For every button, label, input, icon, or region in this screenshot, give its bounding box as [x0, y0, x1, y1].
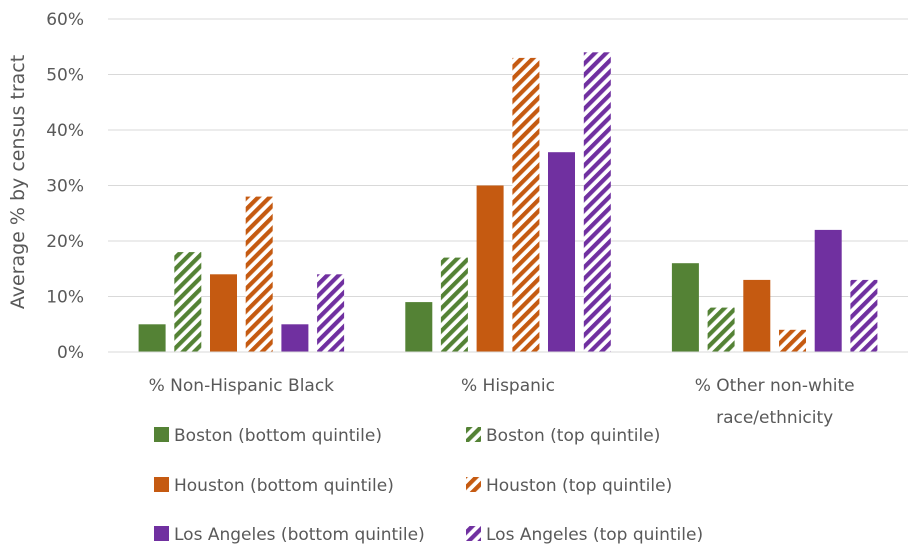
legend-item-houston-bottom-quintile: Houston (bottom quintile)	[154, 476, 394, 496]
y-tick-label: 0%	[57, 343, 84, 363]
legend-label: Los Angeles (bottom quintile)	[174, 525, 425, 545]
legend-swatch	[154, 526, 169, 541]
x-tick-label: % Non-Hispanic Black	[149, 376, 335, 396]
legend-label: Houston (top quintile)	[486, 476, 672, 496]
bar-houston-bottom-quintile-2	[476, 185, 504, 352]
legend-item-houston-top-quintile: Houston (top quintile)	[466, 476, 672, 496]
bar-boston-bottom-quintile-2	[405, 302, 433, 352]
y-tick-label: 30%	[46, 177, 84, 197]
bar-houston-top-quintile-3	[779, 329, 806, 352]
legend-label: Houston (bottom quintile)	[174, 476, 394, 496]
bar-houston-top-quintile-1	[245, 196, 273, 352]
y-tick-label: 10%	[46, 288, 84, 308]
bar-los-angeles-bottom-quintile-3	[814, 229, 842, 352]
bar-los-angeles-bottom-quintile-2	[548, 152, 575, 352]
legend-item-boston-bottom-quintile: Boston (bottom quintile)	[154, 426, 382, 446]
x-tick-label: % Hispanic	[461, 376, 555, 396]
bar-los-angeles-bottom-quintile-1	[281, 324, 309, 353]
bar-los-angeles-top-quintile-1	[317, 274, 345, 352]
legend-swatch	[466, 427, 481, 442]
bar-los-angeles-top-quintile-3	[850, 279, 878, 352]
legend-label: Boston (top quintile)	[486, 426, 660, 446]
legend-item-boston-top-quintile: Boston (top quintile)	[466, 426, 660, 446]
y-tick-label: 20%	[46, 232, 84, 252]
bar-boston-top-quintile-3	[707, 307, 735, 352]
legend-swatch	[154, 477, 169, 492]
y-axis-label: Average % by census tract	[7, 55, 29, 309]
y-tick-label: 50%	[46, 66, 84, 86]
legend-item-los-angeles-top-quintile: Los Angeles (top quintile)	[466, 525, 703, 545]
bar-houston-bottom-quintile-1	[210, 274, 237, 352]
legend-label: Boston (bottom quintile)	[174, 426, 382, 446]
bar-boston-top-quintile-1	[174, 252, 202, 352]
y-tick-label: 60%	[46, 10, 84, 30]
legend-swatch	[466, 526, 481, 541]
legend-swatch	[154, 427, 169, 442]
legend-label: Los Angeles (top quintile)	[486, 525, 703, 545]
bar-houston-top-quintile-2	[512, 57, 540, 353]
bar-houston-bottom-quintile-3	[743, 279, 771, 352]
legend-swatch	[466, 477, 481, 492]
bar-boston-top-quintile-2	[440, 257, 468, 352]
y-tick-label: 40%	[46, 121, 84, 141]
bar-boston-bottom-quintile-1	[138, 324, 166, 353]
bar-los-angeles-top-quintile-2	[583, 52, 611, 353]
bar-boston-bottom-quintile-3	[671, 263, 699, 352]
x-tick-label: % Other non-white race/ethnicity	[695, 376, 855, 428]
legend-item-los-angeles-bottom-quintile: Los Angeles (bottom quintile)	[154, 525, 425, 545]
